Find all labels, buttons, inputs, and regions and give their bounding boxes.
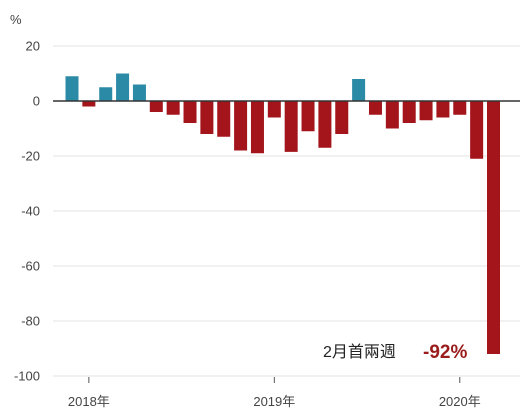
bar (82, 101, 96, 107)
bar (352, 79, 366, 101)
annotation-label: 2月首兩週 (323, 343, 396, 361)
bar (250, 101, 264, 154)
bar (284, 101, 298, 152)
bar (318, 101, 332, 148)
bar (453, 101, 467, 115)
bar (217, 101, 231, 137)
bar (149, 101, 163, 112)
bar (301, 101, 315, 132)
bar (335, 101, 349, 134)
y-tick-label: -40 (21, 204, 40, 219)
y-tick-label: -80 (21, 314, 40, 329)
y-unit-label: % (10, 12, 22, 27)
x-tick-label: 2019年 (253, 394, 295, 409)
x-tick-label: 2020年 (439, 394, 481, 409)
x-tick-label: 2018年 (68, 394, 110, 409)
annotation-value: -92% (423, 342, 467, 363)
bar (470, 101, 484, 159)
bar (436, 101, 450, 118)
bar (183, 101, 197, 123)
bar (368, 101, 382, 115)
y-tick-label: -20 (21, 149, 40, 164)
y-tick-label: 20 (26, 39, 40, 54)
y-tick-label: -100 (14, 369, 40, 384)
bar (385, 101, 399, 129)
y-tick-label: 0 (33, 94, 40, 109)
bar (487, 101, 500, 354)
bar (99, 87, 113, 101)
bar (419, 101, 433, 121)
y-tick-label: -60 (21, 259, 40, 274)
grid-layer (53, 45, 520, 377)
bar (132, 84, 146, 101)
bar (65, 76, 79, 101)
bar (234, 101, 248, 151)
annotation: 2月首兩週 -92% (323, 342, 467, 363)
bar (200, 101, 214, 134)
axis-layer: 20 0 -20 -40 -60 -80 -100 2018年 2019年 2020年 (14, 39, 520, 409)
bar (267, 101, 281, 118)
bar (402, 101, 416, 123)
bar (116, 73, 130, 101)
bar-layer (65, 73, 500, 354)
bar (166, 101, 180, 115)
